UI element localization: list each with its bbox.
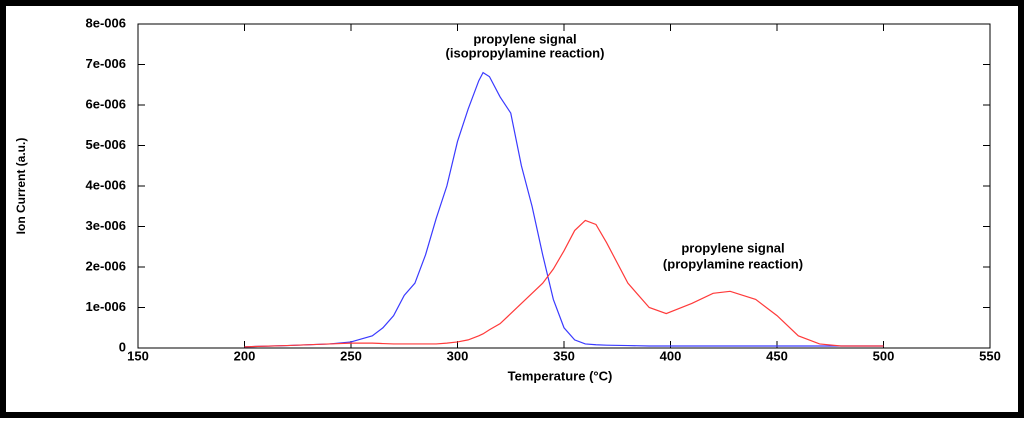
x-tick-label: 300	[447, 348, 469, 363]
line-series	[244, 219, 884, 348]
annotation: (propylamine reaction)	[663, 256, 803, 271]
x-tick-label: 200	[234, 348, 256, 363]
annotation: propylene signal	[681, 240, 784, 255]
x-axis-label: Temperature (°C)	[508, 368, 613, 383]
y-tick-label: 0	[119, 339, 126, 354]
y-tick-label: 4e-006	[86, 177, 126, 192]
x-tick-label: 150	[127, 348, 149, 363]
x-tick-label: 500	[873, 348, 895, 363]
y-tick-label: 3e-006	[86, 218, 126, 233]
x-tick-label: 350	[553, 348, 575, 363]
annotation: propylene signal	[473, 31, 576, 46]
y-tick-label: 6e-006	[86, 96, 126, 111]
x-tick-label: 250	[340, 348, 362, 363]
y-tick-label: 8e-006	[86, 15, 126, 30]
x-tick-label: 400	[660, 348, 682, 363]
annotation: (isopropylamine reaction)	[446, 45, 605, 60]
x-tick-label: 550	[979, 348, 1001, 363]
y-tick-label: 7e-006	[86, 56, 126, 71]
line-series	[244, 71, 884, 348]
y-axis-label: Ion Current (a.u.)	[14, 138, 28, 235]
y-tick-label: 5e-006	[86, 137, 126, 152]
y-tick-label: 1e-006	[86, 299, 126, 314]
x-tick-label: 450	[766, 348, 788, 363]
y-tick-label: 2e-006	[86, 258, 126, 273]
